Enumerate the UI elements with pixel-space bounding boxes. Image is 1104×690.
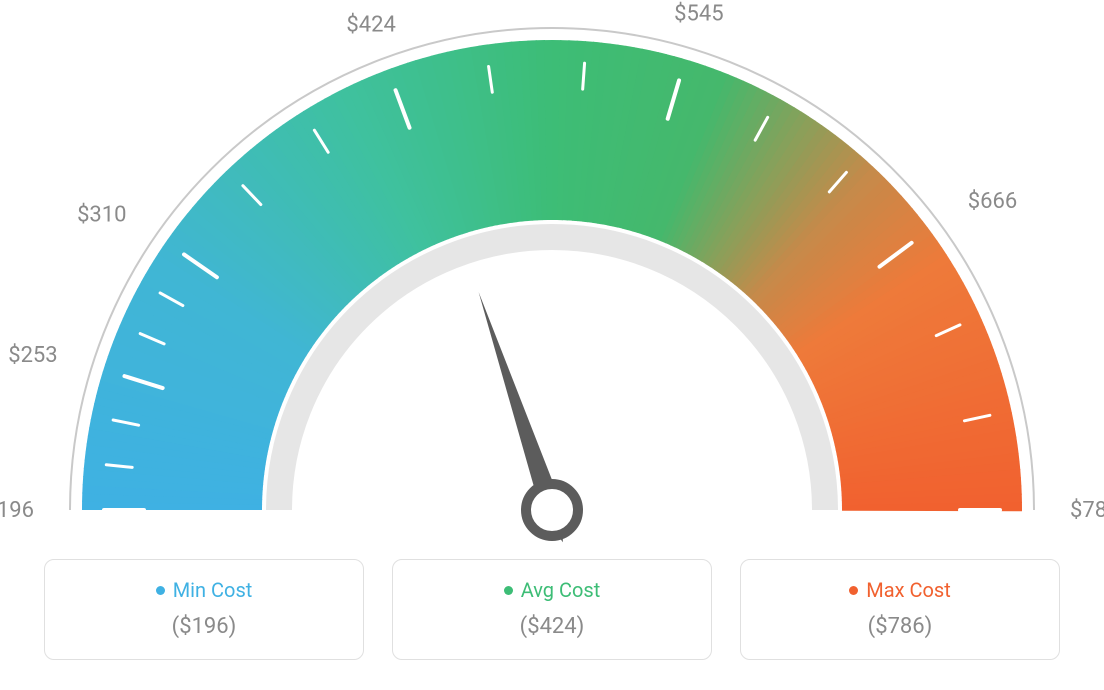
gauge-tick-label: $196: [0, 498, 34, 523]
gauge-tick-label: $545: [674, 1, 723, 26]
legend-dot-avg: [504, 586, 513, 595]
legend-value-min: ($196): [65, 614, 343, 639]
gauge-hub: [526, 484, 578, 536]
legend-value-max: ($786): [761, 614, 1039, 639]
gauge-tick-label: $786: [1070, 498, 1104, 523]
gauge-tick-label: $310: [77, 203, 126, 228]
legend-title-avg: Avg Cost: [521, 578, 601, 602]
legend-title-min: Min Cost: [173, 578, 253, 602]
legend-box-min: Min Cost ($196): [44, 559, 364, 660]
legend-value-avg: ($424): [413, 614, 691, 639]
legend-title-max: Max Cost: [866, 578, 951, 602]
legend-title-row: Max Cost: [761, 578, 1039, 602]
gauge-tick-label: $424: [346, 13, 395, 38]
legend-box-avg: Avg Cost ($424): [392, 559, 712, 660]
gauge-tick-label: $253: [8, 343, 57, 368]
gauge-band: [82, 40, 1022, 511]
legend-row: Min Cost ($196) Avg Cost ($424) Max Cost ($78…: [0, 559, 1104, 660]
legend-title-row: Min Cost: [65, 578, 343, 602]
gauge-svg: $196 $253 $310 $424 $545 $666 $786: [0, 0, 1104, 560]
legend-box-max: Max Cost ($786): [740, 559, 1060, 660]
legend-title-row: Avg Cost: [413, 578, 691, 602]
gauge-tick-label: $666: [968, 189, 1017, 214]
gauge-chart: $196 $253 $310 $424 $545 $666 $786: [0, 0, 1104, 560]
legend-dot-max: [849, 586, 858, 595]
legend-dot-min: [156, 586, 165, 595]
